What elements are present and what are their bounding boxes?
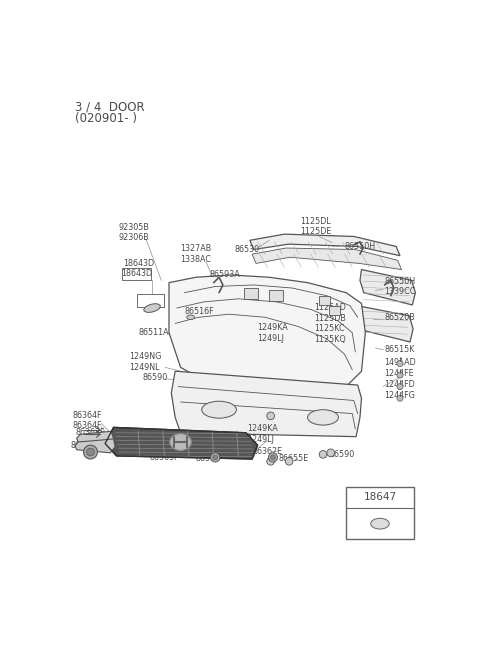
Text: 86363F: 86363F [75,428,105,438]
Polygon shape [360,270,415,305]
Circle shape [397,384,403,390]
Text: 92305B
92306B: 92305B 92306B [119,223,150,242]
Ellipse shape [371,518,389,529]
Polygon shape [252,248,402,270]
Circle shape [267,412,275,420]
Circle shape [327,449,335,457]
Circle shape [397,360,403,367]
Circle shape [267,457,275,465]
Polygon shape [250,234,400,255]
Text: 86520B: 86520B [384,313,415,322]
Text: 86515K: 86515K [384,345,415,354]
Text: 1491AD
1244FE
1244FD
1244FG: 1491AD 1244FE 1244FD 1244FG [384,358,416,400]
Text: 86516F: 86516F [184,307,214,316]
Text: 1249NG
1249NL: 1249NG 1249NL [129,352,161,372]
Text: (020901- ): (020901- ) [75,113,137,126]
Circle shape [397,372,403,378]
Text: 86530: 86530 [234,245,260,254]
Text: 86655E: 86655E [278,455,309,464]
Text: 1249KA
1249LJ: 1249KA 1249LJ [258,323,288,343]
Bar [269,290,283,301]
Text: 18643D: 18643D [123,259,154,268]
Text: 86351: 86351 [196,455,221,464]
Text: 3 / 4  DOOR: 3 / 4 DOOR [75,100,144,113]
Circle shape [211,453,220,462]
Text: 86590: 86590 [142,373,168,382]
Circle shape [397,395,403,402]
Text: 86550H
1339CC: 86550H 1339CC [384,276,416,296]
Polygon shape [171,371,361,437]
Circle shape [84,445,97,459]
Text: 86590: 86590 [329,450,354,459]
Bar [319,296,330,305]
Ellipse shape [144,304,160,312]
Circle shape [86,448,94,456]
Polygon shape [75,439,115,453]
Text: 1249KA
1249LJ: 1249KA 1249LJ [248,424,278,444]
Ellipse shape [170,434,192,451]
Text: 86362E: 86362E [252,447,282,456]
Bar [244,288,258,299]
Polygon shape [169,275,365,398]
Text: 86364F
86364F: 86364F 86364F [73,411,102,430]
Ellipse shape [202,402,236,418]
Circle shape [268,453,277,462]
Polygon shape [356,306,413,342]
Bar [137,294,164,307]
Text: 1327AB
1338AC: 1327AB 1338AC [180,244,212,264]
Text: 86363F: 86363F [150,453,179,462]
Polygon shape [105,428,258,459]
Circle shape [271,455,275,460]
Text: 86511A: 86511A [138,328,169,337]
Text: 86550H: 86550H [345,242,376,251]
Polygon shape [77,431,114,445]
Text: 18647: 18647 [363,493,396,502]
Bar [122,268,151,280]
Ellipse shape [187,315,194,320]
Text: 1125DL
1125DE: 1125DL 1125DE [300,217,331,236]
Bar [329,306,340,315]
Circle shape [285,457,293,465]
Text: 18643D: 18643D [121,269,152,278]
Bar [346,487,414,539]
Circle shape [319,451,327,458]
Text: 86593A: 86593A [209,271,240,280]
Ellipse shape [308,409,338,425]
Text: 1125AD
1125DB
1125KC
1125KQ: 1125AD 1125DB 1125KC 1125KQ [314,303,346,344]
Circle shape [213,455,217,460]
Text: 86300: 86300 [71,441,96,449]
